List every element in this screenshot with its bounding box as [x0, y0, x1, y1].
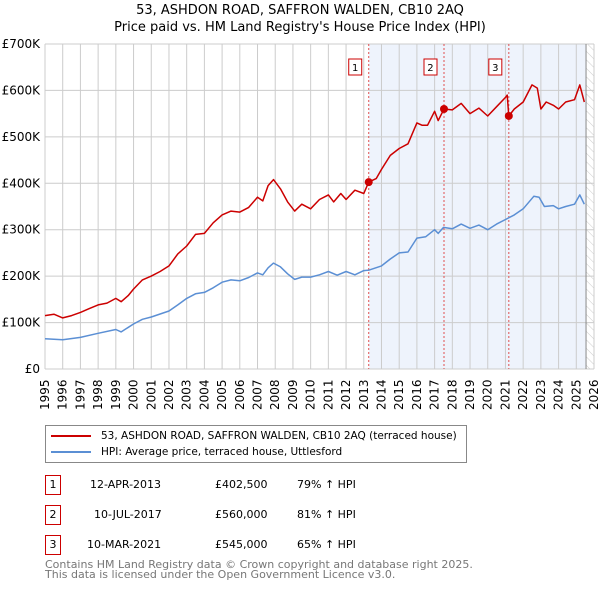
sale-marker-label: 1	[45, 475, 61, 495]
sale-point-marker	[504, 111, 513, 120]
legend-item-hpi: HPI: Average price, terraced house, Uttl…	[46, 444, 342, 460]
sale-hpi: 81% ↑ HPI	[297, 508, 356, 521]
x-tick-label: 2012	[339, 379, 353, 410]
x-tick-label: 2017	[428, 379, 442, 410]
x-tick-label: 2000	[127, 379, 141, 410]
attribution: Contains HM Land Registry data © Crown c…	[45, 558, 473, 581]
x-tick-label: 2025	[569, 379, 583, 410]
y-tick-label: £600K	[2, 83, 42, 97]
sale-label: 3	[492, 63, 498, 74]
y-tick-label: £0	[25, 362, 40, 376]
legend-item-property: 53, ASHDON ROAD, SAFFRON WALDEN, CB10 2A…	[46, 428, 457, 444]
attribution-line-1: Contains HM Land Registry data © Crown c…	[45, 558, 473, 571]
x-tick-label: 2019	[463, 379, 477, 410]
x-tick-label: 2001	[144, 379, 158, 410]
sale-point-marker	[364, 178, 373, 187]
x-tick-label: 2008	[268, 379, 282, 410]
x-tick-label: 1999	[109, 379, 123, 410]
chart-subtitle: Price paid vs. HM Land Registry's House …	[114, 20, 486, 35]
y-tick-label: £200K	[2, 269, 42, 283]
y-tick-label: £100K	[2, 316, 42, 330]
x-tick-label: 2023	[534, 379, 548, 410]
sale-date: 10-JUL-2017	[94, 508, 162, 521]
future-hatch-region	[586, 44, 594, 369]
sale-marker-label: 2	[45, 505, 61, 525]
sale-price: £560,000	[215, 508, 268, 521]
y-tick-label: £400K	[2, 176, 42, 190]
sale-hpi: 65% ↑ HPI	[297, 538, 356, 551]
sale-label: 1	[352, 63, 358, 74]
chart-title: 53, ASHDON ROAD, SAFFRON WALDEN, CB10 2A…	[136, 3, 464, 18]
sale-date: 10-MAR-2021	[87, 538, 162, 551]
sale-label-box	[348, 58, 363, 76]
sale-price: £545,000	[215, 538, 268, 551]
x-tick-label: 2024	[552, 379, 566, 410]
x-tick-label: 2007	[251, 379, 265, 410]
sale-label: 2	[427, 63, 433, 74]
x-tick-label: 2003	[180, 379, 194, 410]
sale-price: £402,500	[215, 478, 268, 491]
x-tick-label: 2022	[516, 379, 530, 410]
x-tick-label: 2026	[587, 379, 600, 410]
x-tick-label: 2018	[445, 379, 459, 410]
x-tick-label: 1997	[73, 379, 87, 410]
y-tick-label: £300K	[2, 223, 42, 237]
x-tick-label: 2004	[197, 379, 211, 410]
sale-label-box	[488, 58, 503, 76]
legend: 53, ASHDON ROAD, SAFFRON WALDEN, CB10 2A…	[45, 425, 467, 463]
sale-marker-label: 3	[45, 535, 61, 555]
plot-area: 1995 1996 1997 1998 1999 2000 2001 2002 2003 2004…	[2, 37, 600, 410]
x-tick-label: 2005	[215, 379, 229, 410]
hpi-line	[44, 194, 585, 341]
x-tick-label: 2014	[374, 379, 388, 410]
sale-date: 12-APR-2013	[90, 478, 162, 491]
attribution-line-2: This data is licensed under the Open Gov…	[45, 568, 396, 581]
y-tick-label: £700K	[2, 37, 42, 51]
x-tick-label: 1998	[91, 379, 105, 410]
y-tick-label: £500K	[2, 130, 42, 144]
x-tick-label: 2020	[481, 379, 495, 410]
legend-swatch-red	[51, 435, 91, 437]
x-tick-label: 2011	[321, 379, 335, 410]
x-tick-label: 1996	[56, 379, 70, 410]
x-tick-label: 2009	[286, 379, 300, 410]
x-tick-label: 2002	[162, 379, 176, 410]
sale-point-marker	[439, 105, 448, 113]
x-tick-label: 2006	[233, 379, 247, 410]
x-tick-label: 2021	[498, 379, 512, 410]
legend-label: 53, ASHDON ROAD, SAFFRON WALDEN, CB10 2A…	[101, 430, 457, 442]
x-tick-label: 2010	[304, 379, 318, 410]
x-tick-label: 2016	[410, 379, 424, 410]
legend-label: HPI: Average price, terraced house, Uttl…	[101, 446, 343, 458]
x-tick-label: 2013	[357, 379, 371, 410]
sale-label-box	[423, 58, 438, 76]
legend-swatch-blue	[51, 451, 91, 453]
x-tick-label: 2015	[392, 379, 406, 410]
x-tick-label: 1995	[38, 379, 52, 410]
sale-hpi: 79% ↑ HPI	[297, 478, 356, 491]
